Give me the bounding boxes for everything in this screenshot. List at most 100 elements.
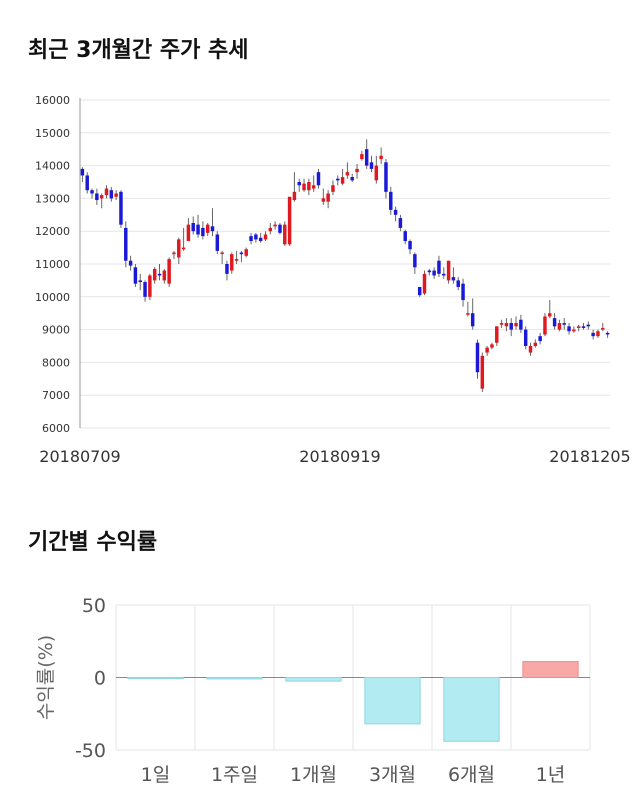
candle-body	[119, 191, 123, 225]
candle-body	[495, 326, 499, 343]
candle-body	[114, 193, 118, 197]
candle-body	[311, 185, 316, 189]
candle-body	[427, 270, 432, 273]
candle-body	[109, 190, 114, 199]
candle-body	[543, 316, 547, 335]
candle-body	[273, 224, 277, 227]
candle-body	[485, 347, 489, 353]
y-tick-label: 9000	[42, 324, 70, 337]
candle-body	[451, 277, 456, 281]
candle-body	[374, 165, 379, 181]
candle-body	[148, 275, 152, 297]
candle-body	[393, 209, 398, 215]
candle-body	[403, 231, 407, 242]
candle-body	[321, 198, 326, 202]
candle-body	[331, 185, 335, 192]
y-tick-label: 7000	[42, 389, 70, 402]
candle-body	[90, 190, 94, 194]
candle-body	[364, 149, 369, 166]
candle-body	[596, 331, 600, 337]
candle-body	[369, 162, 374, 169]
y-tick-label: 15000	[35, 127, 70, 140]
candlestick-chart: 6000 7000 8000 9000 10000 11000 12000 13000 1400…	[35, 94, 631, 466]
candle-body	[278, 224, 282, 233]
candle-body	[504, 323, 509, 327]
candle-body	[408, 241, 412, 250]
y-tick-label: 11000	[35, 258, 70, 271]
y-tick-label: 10000	[35, 291, 70, 304]
y-tick-label: 16000	[35, 94, 70, 107]
candle-body	[201, 227, 205, 237]
y-tick-label: 13000	[35, 192, 70, 205]
candle-body	[398, 218, 403, 228]
candle-body	[167, 259, 171, 284]
candle-body	[292, 191, 297, 201]
x-tick-label: 20180919	[299, 447, 380, 466]
candle-body	[379, 155, 383, 160]
candle-body	[389, 191, 393, 210]
candle-body	[528, 346, 533, 353]
candle-body	[263, 234, 268, 240]
candle-body	[601, 327, 605, 330]
candle-body	[442, 273, 446, 276]
candle-body	[552, 318, 557, 327]
y-tick-label: 12000	[35, 225, 70, 238]
candle-body	[355, 168, 359, 173]
candle-body	[557, 323, 562, 330]
candle-body	[196, 224, 200, 235]
candle-body	[143, 282, 147, 297]
candle-body	[384, 162, 388, 192]
x-tick-label: 1일	[141, 764, 171, 786]
candle-body	[162, 270, 167, 281]
candle-body	[514, 323, 518, 327]
candle-body	[181, 247, 186, 250]
return-bar	[285, 677, 342, 682]
candle-body	[548, 313, 552, 317]
candle-body	[591, 332, 595, 337]
candle-body	[220, 252, 224, 255]
candle-body	[283, 224, 287, 245]
candle-body	[316, 172, 321, 186]
candle-body	[205, 224, 210, 233]
return-bar	[443, 677, 500, 742]
candle-body	[422, 273, 427, 294]
return-bar	[522, 661, 579, 678]
x-tick-label: 1주일	[211, 764, 258, 786]
candle-body	[138, 280, 142, 283]
y-tick-label: -50	[75, 740, 106, 762]
candle-body	[413, 254, 417, 268]
candle-body	[345, 172, 350, 176]
candle-body	[254, 234, 258, 240]
candle-body	[336, 178, 340, 181]
candle-body	[244, 249, 248, 256]
candle-body	[360, 154, 364, 160]
y-tick-label: 8000	[42, 356, 70, 369]
candle-body	[249, 236, 253, 242]
x-tick-label: 1개월	[290, 764, 337, 786]
candle-body	[567, 326, 571, 332]
candle-body	[326, 193, 330, 202]
candle-body	[104, 188, 109, 196]
candle-body	[157, 273, 162, 276]
candle-body	[586, 324, 591, 327]
candle-body	[581, 326, 586, 328]
candle-body	[230, 254, 234, 271]
candle-body	[191, 223, 195, 232]
candle-body	[152, 268, 157, 281]
candle-body	[480, 355, 485, 389]
candle-body	[523, 329, 528, 346]
candle-body	[210, 226, 215, 232]
x-tick-label: 20181205	[549, 447, 630, 466]
candle-body	[85, 175, 89, 191]
candle-body	[446, 260, 451, 281]
candle-body	[307, 182, 311, 191]
return-bar	[127, 677, 184, 679]
candle-body	[302, 183, 306, 191]
candle-body	[519, 319, 523, 330]
candle-body	[239, 252, 244, 255]
candle-body	[186, 224, 191, 242]
candle-body	[576, 326, 581, 328]
candle-body	[297, 182, 301, 186]
candle-body	[572, 329, 576, 332]
